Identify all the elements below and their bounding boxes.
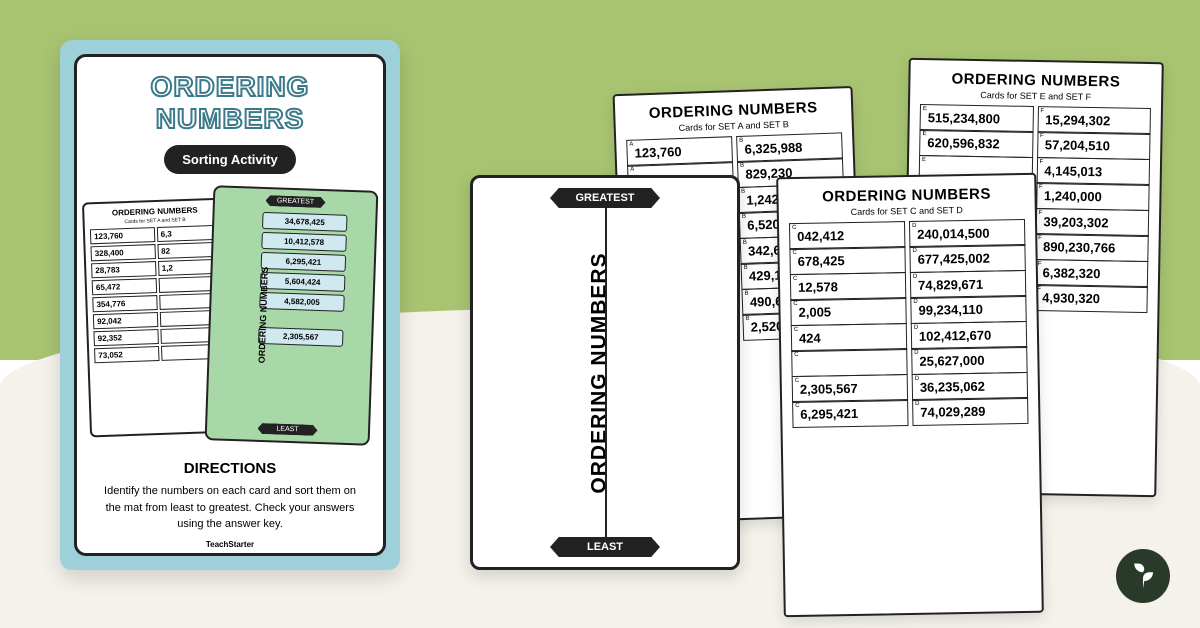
number-cell: E515,234,800 xyxy=(920,104,1034,133)
number-cell: F6,382,320 xyxy=(1034,259,1148,288)
number-cell: D25,627,000 xyxy=(911,346,1027,375)
number-cell: F1,240,000 xyxy=(1036,182,1150,211)
poster-preview: ORDERING NUMBERS Cards for SET A and SET… xyxy=(91,188,369,448)
number-cell: F4,930,320 xyxy=(1034,284,1148,313)
number-cell: E620,596,832 xyxy=(919,129,1033,158)
mat-divider xyxy=(605,208,607,537)
least-banner: LEAST xyxy=(550,537,660,557)
number-cell: C2,005 xyxy=(790,297,906,326)
number-cell: D102,412,670 xyxy=(911,320,1027,349)
number-cell: F890,230,766 xyxy=(1035,233,1149,262)
number-cell: D74,829,671 xyxy=(910,269,1026,298)
number-cell: F4,145,013 xyxy=(1036,157,1150,186)
mini-sorting-mat: GREATEST ORDERING NUMBERS 34,678,425 10,… xyxy=(205,185,379,446)
number-cell: C6,295,421 xyxy=(792,399,908,428)
number-cell: D240,014,500 xyxy=(909,218,1025,247)
mat-vertical-title: ORDERING NUMBERS xyxy=(588,252,612,493)
number-cell: C12,578 xyxy=(790,272,906,301)
number-cell: D677,425,002 xyxy=(909,244,1025,273)
number-cell: C2,305,567 xyxy=(792,374,908,403)
poster-subtitle: Sorting Activity xyxy=(164,145,296,174)
greatest-banner: GREATEST xyxy=(550,188,660,208)
number-cell: F39,203,302 xyxy=(1035,208,1149,237)
poster-title: ORDERING NUMBERS xyxy=(91,71,369,135)
brand-logo xyxy=(1116,549,1170,603)
directions-heading: DIRECTIONS xyxy=(91,460,369,477)
sprout-icon xyxy=(1128,561,1158,591)
number-cell: D74,029,289 xyxy=(912,397,1028,426)
number-cell: C042,412 xyxy=(789,221,905,250)
number-cell: C678,425 xyxy=(789,246,905,275)
number-cell: F15,294,302 xyxy=(1037,106,1151,135)
sorting-mat: GREATEST ORDERING NUMBERS LEAST xyxy=(470,175,740,570)
number-cell: D36,235,062 xyxy=(912,371,1028,400)
card-sheet-cd: ORDERING NUMBERS Cards for SET C and SET… xyxy=(776,173,1044,617)
number-cell: C424 xyxy=(791,323,907,352)
number-cell: C xyxy=(791,348,907,377)
directions-text: Identify the numbers on each card and so… xyxy=(91,483,369,533)
instruction-poster: ORDERING NUMBERS Sorting Activity ORDERI… xyxy=(60,40,400,570)
brand-label: TeachStarter xyxy=(77,540,383,549)
number-cell: D99,234,110 xyxy=(910,295,1026,324)
number-cell: F57,204,510 xyxy=(1037,131,1151,160)
